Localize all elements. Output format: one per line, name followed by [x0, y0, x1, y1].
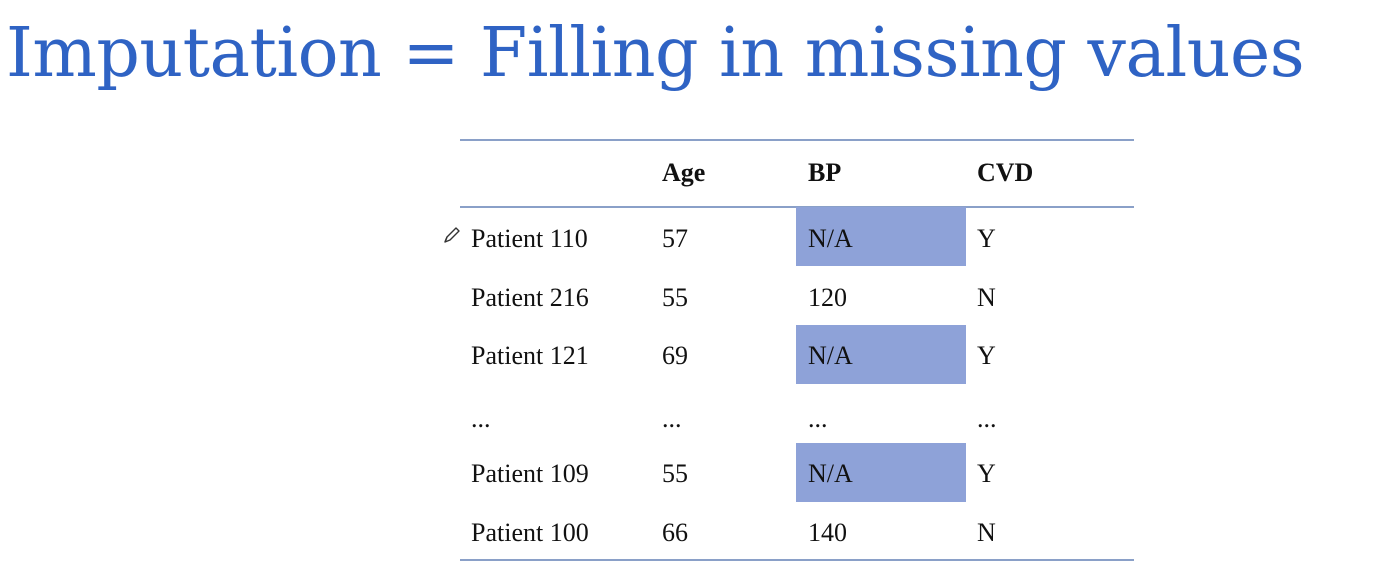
- row-2-cvd: Y: [977, 341, 996, 370]
- row-1-age: 55: [662, 283, 688, 312]
- row-3-age: ...: [662, 404, 682, 433]
- row-1-patient: Patient 216: [471, 283, 589, 312]
- row-2-age: 69: [662, 341, 688, 370]
- table-bottom-rule: [460, 559, 1134, 561]
- row-3-bp: ...: [808, 404, 828, 433]
- header-cvd: CVD: [977, 158, 1034, 187]
- row-4-bp: N/A: [808, 459, 853, 488]
- row-5-age: 66: [662, 518, 688, 547]
- row-5-patient: Patient 100: [471, 518, 589, 547]
- row-5-cvd: N: [977, 518, 996, 547]
- missing-bp-highlight: [796, 325, 966, 384]
- pencil-icon: [444, 227, 460, 243]
- row-4-age: 55: [662, 459, 688, 488]
- row-1-cvd: N: [977, 283, 996, 312]
- row-0-cvd: Y: [977, 224, 996, 253]
- row-5-bp: 140: [808, 518, 847, 547]
- row-0-patient: Patient 110: [471, 224, 588, 253]
- row-0-age: 57: [662, 224, 688, 253]
- patient-table: Age BP CVD Patient 110 57 N/A Y Patient …: [444, 139, 1134, 564]
- row-1-bp: 120: [808, 283, 847, 312]
- header-age: Age: [662, 158, 706, 187]
- row-3-cvd: ...: [977, 404, 997, 433]
- header-bp: BP: [808, 158, 842, 187]
- table-top-rule: [460, 139, 1134, 141]
- missing-bp-highlight: [796, 443, 966, 502]
- row-4-patient: Patient 109: [471, 459, 589, 488]
- row-2-bp: N/A: [808, 341, 853, 370]
- row-2-patient: Patient 121: [471, 341, 589, 370]
- slide-title: Imputation = Filling in missing values: [6, 14, 1305, 93]
- row-4-cvd: Y: [977, 459, 996, 488]
- row-0-bp: N/A: [808, 224, 853, 253]
- missing-bp-highlight: [796, 207, 966, 266]
- row-3-patient: ...: [471, 404, 491, 433]
